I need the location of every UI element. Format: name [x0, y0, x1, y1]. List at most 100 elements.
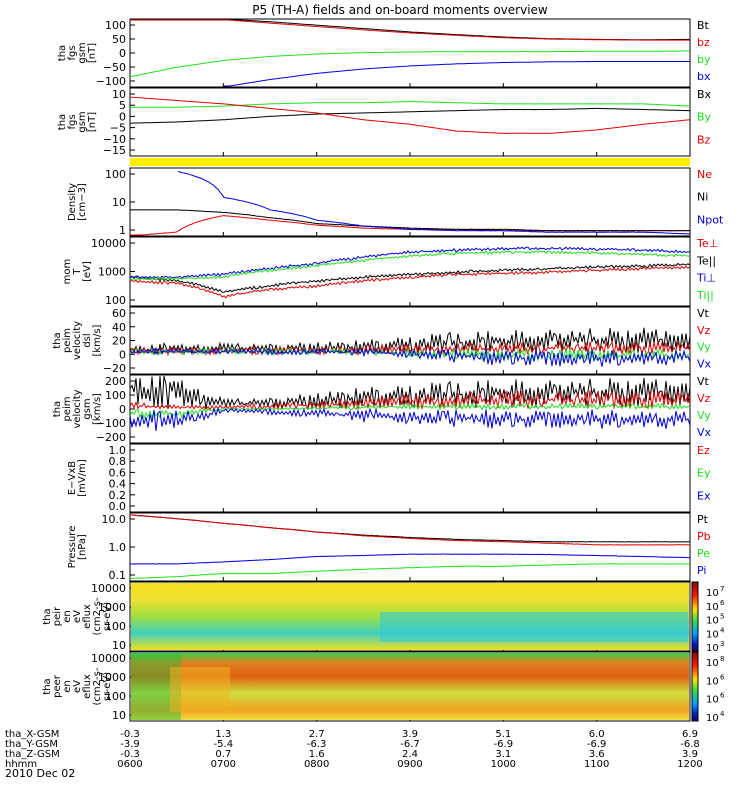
status-bar [130, 158, 690, 166]
series-npot [177, 171, 691, 235]
colorbar-tick-exp: 4 [720, 626, 725, 634]
y-tick-label: −15 [103, 144, 126, 157]
orbit-value: -5.4 [214, 739, 234, 750]
y-tick-label: 100 [105, 294, 126, 307]
orbit-value: 3.9 [682, 749, 698, 760]
legend-vt: Vt [697, 307, 710, 320]
orbit-value: 1.6 [309, 749, 325, 760]
orbit-row-label: tha_Z-GSM [5, 749, 60, 760]
y-axis-label: Pressure [67, 526, 78, 569]
y-axis-label: gsm [82, 398, 93, 419]
orbit-value: -6.7 [400, 739, 420, 750]
y-axis-label: tha [42, 678, 53, 694]
panel-frame [129, 87, 691, 157]
y-axis-label: peir [52, 606, 63, 626]
orbit-value: 0600 [117, 759, 142, 770]
colorbar-tick-base: 10 [706, 629, 719, 640]
legend-bt: Bt [697, 19, 710, 32]
legend-vz: Vz [697, 324, 711, 337]
colorbar-tick-base: 10 [706, 713, 719, 724]
y-axis-label: [km/s] [92, 324, 103, 356]
colorbar-tick-exp: 6 [720, 692, 725, 700]
colorbar-tick-base: 10 [706, 676, 719, 687]
colorbar-tick-base: 10 [706, 658, 719, 669]
legend-te: Te|| [696, 254, 716, 267]
y-tick-label: 0 [119, 47, 126, 60]
y-axis-label: peer [52, 674, 63, 698]
y-tick-label: 100 [105, 19, 126, 32]
y-axis-label: fgs [67, 45, 78, 60]
y-axis-label: [eV] [82, 261, 93, 282]
orbit-value: 3.9 [402, 729, 418, 740]
y-tick-label: 10 [112, 196, 126, 209]
y-tick-label: 1000 [98, 601, 126, 614]
y-tick-label: 50 [112, 33, 126, 46]
y-axis-label: eflux [82, 604, 93, 629]
series-te [129, 265, 691, 299]
y-axis-label: E−VxB [67, 461, 78, 495]
colorbar-tick-exp: 5 [720, 613, 724, 621]
orbit-value: 0.7 [215, 749, 231, 760]
y-axis-label: mom [62, 259, 73, 285]
y-tick-label: 0.4 [109, 478, 127, 491]
legend-vy: Vy [697, 409, 711, 422]
orbit-value: -6.3 [307, 739, 327, 750]
panel-9: 10000 1000 100 10 tha peer en eV eflux (cm2-s-sr-… [42, 651, 725, 724]
series-vt [129, 375, 691, 411]
colorbar-tick-exp: 3 [720, 640, 724, 648]
y-axis-label: en [62, 680, 73, 693]
y-axis-label: [km/s] [92, 393, 103, 425]
series-pb [129, 514, 691, 546]
orbit-value: -3.9 [120, 739, 140, 750]
y-axis-label: tha [52, 401, 63, 417]
y-axis-label: Density [67, 183, 78, 221]
y-tick-label: 0 [119, 403, 126, 416]
series-bx [224, 60, 690, 87]
colorbar-tick-exp: 6 [720, 599, 725, 607]
series-vx [129, 347, 691, 367]
orbit-value: 1000 [491, 759, 516, 770]
y-tick-label: 100 [105, 389, 126, 402]
series-bz [130, 19, 690, 41]
y-tick-label: 10000 [91, 237, 126, 250]
colorbar-tick-exp: 6 [720, 673, 725, 681]
orbit-value: 1.3 [215, 729, 231, 740]
panel-2: 100 10 1 Density [cm−3] Ne Ni Npot [67, 167, 724, 237]
y-tick-label: 0.8 [109, 455, 127, 468]
orbit-value: 0900 [397, 759, 422, 770]
y-axis-label: tha [52, 332, 63, 348]
legend-bz: bz [697, 36, 710, 49]
colorbar [691, 581, 699, 652]
orbit-value: 1200 [677, 759, 702, 770]
orbit-value: 3.1 [495, 749, 511, 760]
y-axis-label: T [72, 268, 83, 276]
colorbar-tick-base: 10 [706, 616, 719, 627]
series-by [129, 101, 691, 108]
y-axis-label: tha [57, 114, 68, 130]
orbit-labels: tha_X-GSM -0.3 1.3 2.7 3.9 5.1 6.0 6.9 tha_Y-GSM… [5, 729, 703, 770]
legend-bx: Bx [697, 88, 712, 101]
y-axis-label: fgs [67, 114, 78, 129]
y-tick-label: 200 [105, 375, 126, 388]
colorbar-tick-base: 10 [706, 588, 719, 599]
y-axis-label: (cm2-s- [92, 597, 103, 635]
y-axis-label: tha [42, 608, 53, 624]
y-axis-label: eflux [82, 674, 93, 699]
series-pt [129, 514, 691, 543]
y-tick-label: −100 [96, 417, 126, 430]
y-tick-label: 1000 [98, 671, 126, 684]
legend-pb: Pb [697, 530, 711, 543]
y-tick-label: 0.6 [109, 466, 127, 479]
y-axis-label: dsl [82, 333, 93, 347]
y-tick-label: −20 [103, 362, 126, 375]
legend-vt: Vt [697, 375, 710, 388]
y-tick-label: 0 [119, 110, 126, 123]
colorbar-tick-exp: 7 [720, 585, 724, 593]
series-vy [129, 402, 691, 420]
legend-vx: Vx [697, 426, 712, 439]
y-tick-label: −100 [96, 75, 126, 88]
colorbar [691, 651, 699, 722]
orbit-row-label: hhmm [5, 759, 37, 770]
